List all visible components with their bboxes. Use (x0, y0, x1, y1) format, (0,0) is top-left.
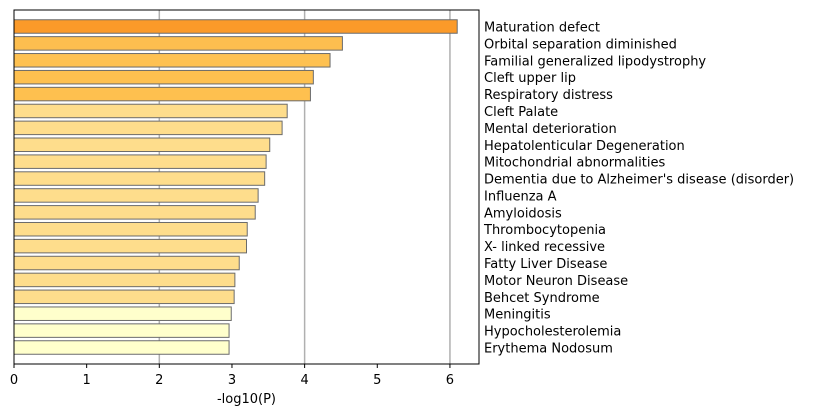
x-axis-title: -log10(P) (217, 392, 276, 407)
bar (13, 340, 230, 355)
bar (13, 154, 267, 169)
bar (13, 86, 311, 102)
bar (13, 323, 230, 338)
bar (13, 171, 266, 186)
category-label: Mental deterioration (484, 122, 617, 137)
category-label: Motor Neuron Disease (484, 274, 628, 289)
bar (13, 272, 236, 288)
bar (13, 238, 247, 254)
bar (13, 289, 235, 305)
category-label: Fatty Liver Disease (484, 257, 607, 272)
category-label: Orbital separation diminished (484, 37, 677, 52)
category-label: Cleft upper lip (484, 71, 576, 86)
x-tick-label: 3 (228, 373, 236, 388)
bar (13, 36, 343, 51)
x-tick-label: 4 (300, 373, 308, 388)
category-label: Behcet Syndrome (484, 291, 600, 306)
bars (13, 19, 458, 355)
bar (13, 53, 331, 68)
category-label: Cleft Palate (484, 105, 558, 120)
category-label: Dementia due to Alzheimer's disease (dis… (484, 173, 794, 188)
bar (13, 137, 271, 153)
category-label: Meningitis (484, 308, 551, 323)
x-tick-label: 0 (10, 373, 18, 388)
category-label: Respiratory distress (484, 88, 613, 103)
category-label: Familial generalized lipodystrophy (484, 54, 706, 69)
bar (13, 103, 288, 119)
bar (13, 221, 248, 237)
grid-lines (158, 10, 451, 364)
x-tick-label: 5 (373, 373, 381, 388)
bar (13, 205, 256, 220)
x-tick-label: 6 (446, 373, 454, 388)
x-tick-label: 2 (155, 373, 163, 388)
category-label: Hepatolenticular Degeneration (484, 139, 685, 154)
bar (13, 188, 259, 203)
bar (13, 69, 314, 85)
category-label: Thrombocytopenia (483, 223, 606, 238)
category-label: X- linked recessive (484, 240, 605, 255)
category-label: Maturation defect (484, 21, 600, 36)
category-label: Erythema Nodosum (484, 342, 613, 357)
category-label: Hypocholesterolemia (484, 325, 621, 340)
category-label: Influenza A (484, 189, 557, 204)
plot-frame (13, 9, 480, 365)
bar (13, 19, 458, 34)
x-axis-ticks: 0 1 2 3 4 5 6 (10, 364, 454, 388)
category-label: Mitochondrial abnormalities (484, 156, 665, 171)
category-label: Amyloidosis (484, 206, 562, 221)
x-tick-label: 1 (83, 373, 91, 388)
bar (13, 120, 283, 136)
bar (13, 306, 232, 321)
bar (13, 255, 240, 271)
